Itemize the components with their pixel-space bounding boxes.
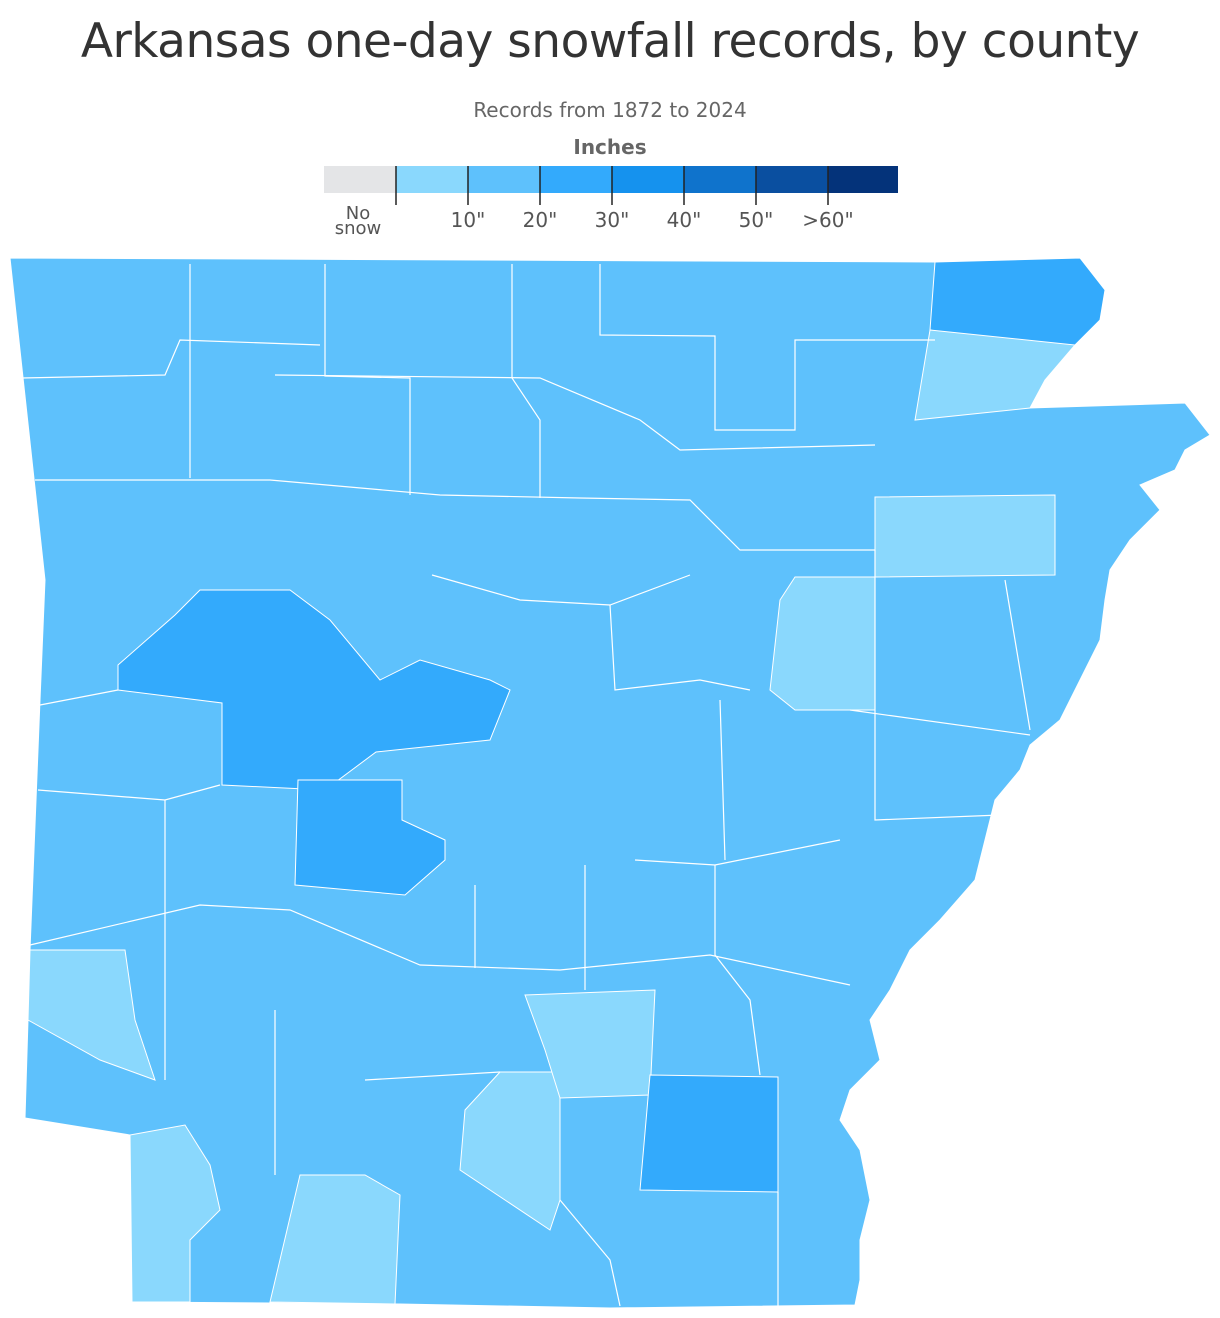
legend-swatch <box>684 166 756 193</box>
legend-swatch <box>468 166 540 193</box>
county <box>117 589 511 791</box>
county <box>769 576 876 711</box>
subtitle: Records from 1872 to 2024 <box>473 98 747 122</box>
legend-swatch <box>828 166 898 193</box>
county <box>639 1074 779 1193</box>
legend-swatch <box>612 166 684 193</box>
legend-tick-label: 10" <box>450 208 486 232</box>
legend-title: Inches <box>573 135 647 159</box>
county <box>294 779 446 896</box>
state <box>9 257 1211 1309</box>
legend-swatch <box>324 166 396 193</box>
legend-tick-label: 50" <box>738 208 774 232</box>
legend-swatch <box>540 166 612 193</box>
legend-swatch <box>756 166 828 193</box>
county <box>874 494 1056 578</box>
legend-swatch <box>396 166 468 193</box>
legend-tick-label: 40" <box>666 208 702 232</box>
county-borders <box>21 264 1031 1307</box>
legend-tick-label: >60" <box>802 208 854 232</box>
title: Arkansas one-day snowfall records, by co… <box>80 14 1140 69</box>
county <box>129 1124 221 1303</box>
legend-tick-label: 20" <box>522 208 558 232</box>
legend-no-data-label: No snow <box>334 203 382 239</box>
legend-tick-label: 30" <box>594 208 630 232</box>
county <box>914 329 1077 421</box>
legend <box>324 166 898 205</box>
county <box>524 989 656 1099</box>
county <box>269 1174 401 1305</box>
county <box>27 949 156 1081</box>
